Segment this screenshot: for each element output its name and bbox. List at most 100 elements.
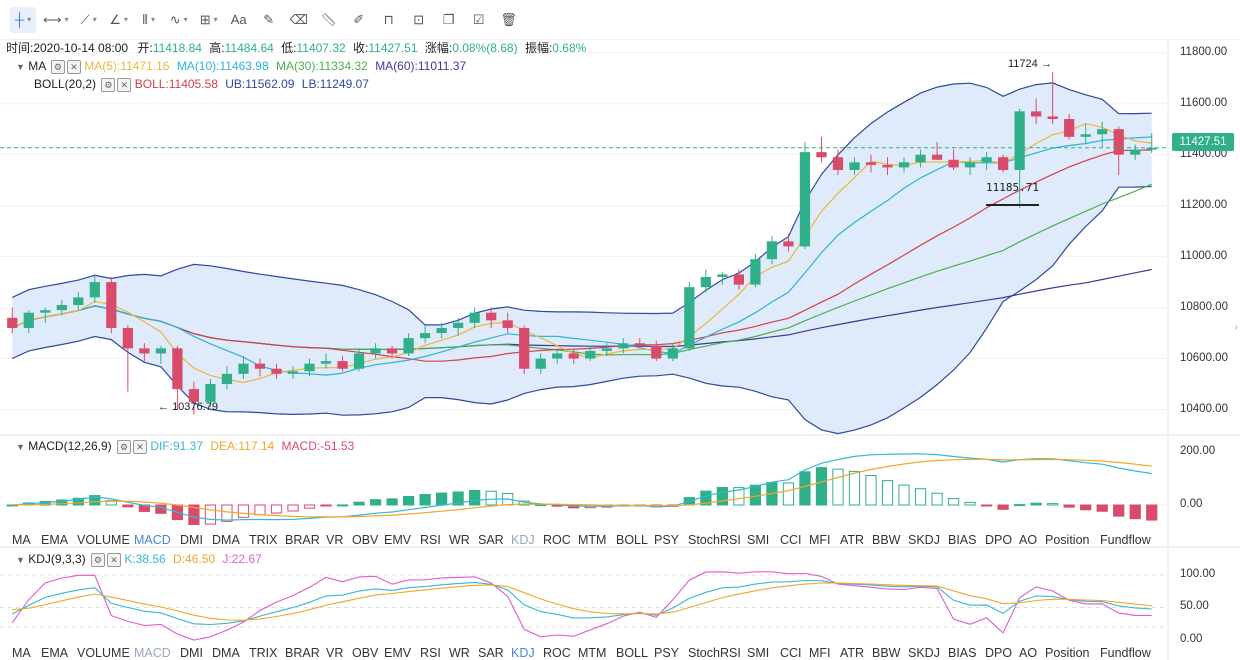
grid-icon[interactable]: ⊞ ▾ bbox=[199, 11, 218, 27]
chevron-down-icon[interactable]: ▼ bbox=[16, 555, 25, 565]
ruler-icon[interactable]: 📏︎ bbox=[320, 11, 337, 27]
tab-boll[interactable]: BOLL bbox=[616, 533, 648, 547]
chart-canvas[interactable] bbox=[0, 40, 1240, 660]
tab-skdj[interactable]: SKDJ bbox=[908, 646, 940, 660]
wave-icon[interactable]: ∿ ▾ bbox=[169, 11, 188, 27]
tab-stochrsi[interactable]: StochRSI bbox=[688, 533, 741, 547]
angle-icon[interactable]: ∠ ▾ bbox=[109, 11, 128, 27]
tab-atr[interactable]: ATR bbox=[840, 533, 865, 547]
tab-dpo[interactable]: DPO bbox=[985, 646, 1013, 660]
close-icon[interactable]: ✕ bbox=[66, 59, 81, 74]
gear-icon[interactable]: ⚙ bbox=[90, 552, 105, 567]
macd-bar bbox=[72, 497, 84, 506]
tab-bias[interactable]: BIAS bbox=[948, 533, 977, 547]
tab-smi[interactable]: SMI bbox=[747, 533, 770, 547]
tab-volume[interactable]: VOLUME bbox=[77, 533, 130, 547]
tab-cci[interactable]: CCI bbox=[780, 533, 802, 547]
tab-roc[interactable]: ROC bbox=[543, 533, 571, 547]
tab-sar[interactable]: SAR bbox=[478, 646, 504, 660]
lock-icon[interactable]: ⊡ bbox=[413, 11, 425, 27]
tab-kdj[interactable]: KDJ bbox=[511, 533, 535, 547]
tab-dmi[interactable]: DMI bbox=[180, 646, 203, 660]
tab-brar[interactable]: BRAR bbox=[285, 646, 320, 660]
chevron-right-icon[interactable]: › bbox=[1234, 322, 1238, 333]
tab-boll[interactable]: BOLL bbox=[616, 646, 648, 660]
tab-dpo[interactable]: DPO bbox=[985, 533, 1013, 547]
copy-icon[interactable]: ❐ bbox=[442, 11, 455, 27]
tab-cci[interactable]: CCI bbox=[780, 646, 802, 660]
tab-skdj[interactable]: SKDJ bbox=[908, 533, 940, 547]
tab-brar[interactable]: BRAR bbox=[285, 533, 320, 547]
tab-position[interactable]: Position bbox=[1045, 646, 1090, 660]
tab-rsi[interactable]: RSI bbox=[420, 646, 441, 660]
trash-icon[interactable]: 🗑︎ bbox=[500, 11, 517, 27]
gear-icon[interactable]: ⚙ bbox=[50, 59, 65, 74]
gear-icon[interactable]: ⚙ bbox=[101, 77, 116, 92]
candle-body bbox=[651, 345, 662, 359]
tab-trix[interactable]: TRIX bbox=[249, 646, 278, 660]
d-line bbox=[12, 582, 1152, 621]
tab-mtm[interactable]: MTM bbox=[578, 646, 607, 660]
tab-trix[interactable]: TRIX bbox=[249, 533, 278, 547]
tab-ao[interactable]: AO bbox=[1019, 646, 1038, 660]
tab-ma[interactable]: MA bbox=[12, 646, 31, 660]
high-value: 11484.64 bbox=[224, 41, 274, 55]
close-icon[interactable]: ✕ bbox=[117, 77, 132, 92]
tab-volume[interactable]: VOLUME bbox=[77, 646, 130, 660]
crosshair-icon[interactable]: ┼ ▾ bbox=[10, 6, 36, 33]
tab-vr[interactable]: VR bbox=[326, 533, 344, 547]
tab-psy[interactable]: PSY bbox=[654, 646, 680, 660]
tab-mtm[interactable]: MTM bbox=[578, 533, 607, 547]
tab-atr[interactable]: ATR bbox=[840, 646, 865, 660]
chevron-down-icon[interactable]: ▼ bbox=[16, 442, 25, 452]
tab-ma[interactable]: MA bbox=[12, 533, 31, 547]
tab-obv[interactable]: OBV bbox=[352, 533, 379, 547]
tab-mfi[interactable]: MFI bbox=[809, 533, 831, 547]
tab-bias[interactable]: BIAS bbox=[948, 646, 977, 660]
candle-body bbox=[832, 157, 844, 170]
tab-fundflow[interactable]: Fundflow bbox=[1100, 646, 1151, 660]
price-axis-label: 11600.00 bbox=[1180, 96, 1228, 109]
tab-sar[interactable]: SAR bbox=[478, 533, 504, 547]
pencil-icon[interactable]: ✎ bbox=[263, 11, 275, 27]
tab-dma[interactable]: DMA bbox=[212, 646, 240, 660]
macd-bar bbox=[270, 504, 283, 514]
chevron-down-icon[interactable]: ▼ bbox=[16, 62, 25, 72]
gear-icon[interactable]: ⚙ bbox=[116, 439, 131, 454]
tab-macd[interactable]: MACD bbox=[134, 533, 171, 547]
tab-ema[interactable]: EMA bbox=[41, 533, 69, 547]
close-icon[interactable]: ✕ bbox=[106, 552, 121, 567]
tab-emv[interactable]: EMV bbox=[384, 646, 412, 660]
tab-ao[interactable]: AO bbox=[1019, 533, 1038, 547]
text-icon[interactable]: Aa bbox=[230, 12, 247, 27]
brush-icon[interactable]: ✐ bbox=[353, 11, 365, 27]
tab-psy[interactable]: PSY bbox=[654, 533, 680, 547]
tab-emv[interactable]: EMV bbox=[384, 533, 412, 547]
tab-bbw[interactable]: BBW bbox=[872, 533, 901, 547]
tab-vr[interactable]: VR bbox=[326, 646, 344, 660]
tab-kdj[interactable]: KDJ bbox=[511, 646, 535, 660]
tab-dmi[interactable]: DMI bbox=[180, 533, 203, 547]
tab-macd[interactable]: MACD bbox=[134, 646, 171, 660]
tab-roc[interactable]: ROC bbox=[543, 646, 571, 660]
tab-obv[interactable]: OBV bbox=[352, 646, 379, 660]
tab-wr[interactable]: WR bbox=[449, 646, 470, 660]
close-icon[interactable]: ✕ bbox=[132, 439, 147, 454]
tab-rsi[interactable]: RSI bbox=[420, 533, 441, 547]
magnet-icon[interactable]: ⊓ bbox=[383, 11, 394, 27]
trend-line-icon[interactable]: ⟋ ▾ bbox=[80, 11, 97, 27]
tab-dma[interactable]: DMA bbox=[212, 533, 240, 547]
tab-mfi[interactable]: MFI bbox=[809, 646, 831, 660]
tab-bbw[interactable]: BBW bbox=[872, 646, 901, 660]
tab-ema[interactable]: EMA bbox=[41, 646, 69, 660]
tab-wr[interactable]: WR bbox=[449, 533, 470, 547]
tab-smi[interactable]: SMI bbox=[747, 646, 770, 660]
horizontal-line-icon[interactable]: ⟷ ▾ bbox=[43, 11, 69, 27]
eraser-icon[interactable]: ⌫ bbox=[289, 11, 308, 27]
vertical-bars-icon[interactable]: ⦀ ▾ bbox=[142, 11, 156, 27]
tab-stochrsi[interactable]: StochRSI bbox=[688, 646, 741, 660]
tab-position[interactable]: Position bbox=[1045, 533, 1090, 547]
settings-icon[interactable]: ☑ bbox=[472, 11, 485, 27]
measure-annotation[interactable]: 11185.71 bbox=[986, 181, 1039, 206]
tab-fundflow[interactable]: Fundflow bbox=[1100, 533, 1151, 547]
